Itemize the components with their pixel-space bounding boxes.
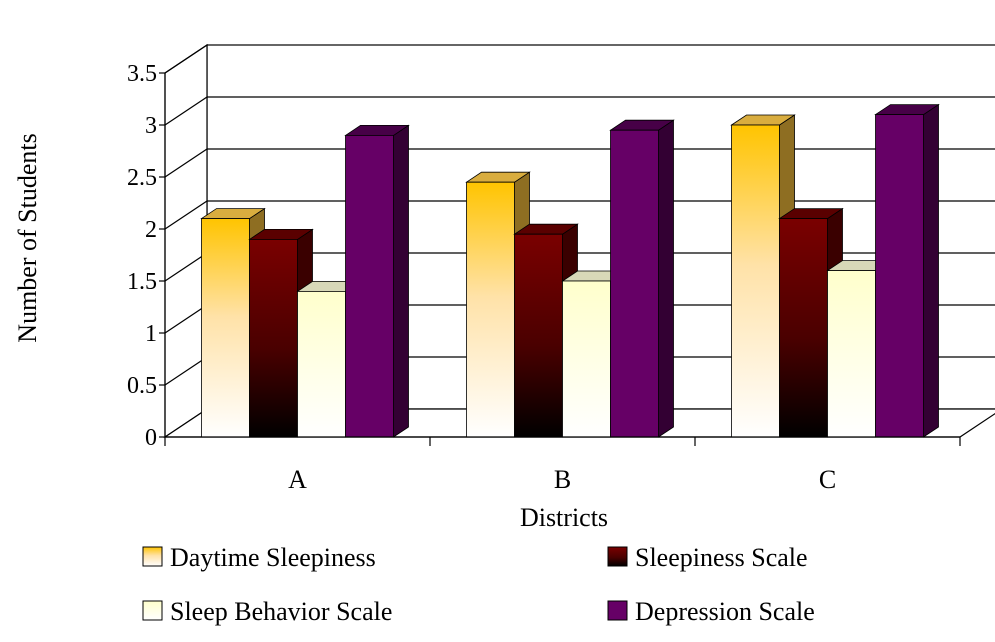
legend-swatch [607, 600, 628, 621]
bar-front [249, 238, 298, 438]
x-tick-label: C [819, 465, 836, 494]
y-tick-label: 1 [145, 321, 157, 347]
bar-front [827, 270, 876, 438]
gridline-side [164, 356, 208, 386]
gridline-side [164, 148, 208, 178]
bar [874, 103, 940, 438]
legend-label: Depression Scale [635, 597, 815, 626]
y-tick-label: 2 [145, 217, 157, 243]
x-axis-title: Districts [520, 503, 608, 532]
bar-front [562, 280, 611, 438]
gridline-side [164, 44, 208, 74]
bar [248, 228, 314, 438]
y-tick-label: 3.5 [127, 61, 157, 87]
y-tick-label: 0.5 [127, 373, 157, 399]
x-tick-label: A [288, 465, 307, 494]
bar-front [297, 290, 346, 438]
legend-label: Sleep Behavior Scale [170, 597, 392, 626]
x-tick-label: B [554, 465, 571, 494]
bar-front [731, 124, 780, 438]
gridline-side [164, 304, 208, 334]
bar-front [779, 218, 828, 438]
bar [778, 207, 844, 438]
side-wall [164, 43, 208, 439]
legend-swatch [142, 546, 163, 567]
bar [609, 119, 675, 438]
bar-front [514, 233, 563, 438]
legend-label: Daytime Sleepiness [170, 543, 376, 572]
bar-side [923, 103, 939, 438]
bar [344, 124, 410, 438]
gridline-side [164, 252, 208, 282]
legend: Daytime Sleepiness Sleepiness Scale Sleep … [142, 543, 815, 626]
bar-front [345, 134, 394, 438]
y-axis-title: Number of Students [13, 133, 42, 342]
y-tick-label: 2.5 [127, 165, 157, 191]
gridline-side [164, 200, 208, 230]
bar-front [610, 129, 659, 438]
y-tick-label: 0 [145, 425, 157, 451]
legend-swatch [142, 600, 163, 621]
bar-side [658, 119, 674, 438]
gridline-side [164, 96, 208, 126]
axes: 0 0.5 1 1.5 2 2.5 3 3.5 A B C Districts Number of St… [13, 61, 961, 532]
legend-label: Sleepiness Scale [635, 543, 808, 572]
bar-side [393, 124, 409, 438]
bar-front [201, 218, 250, 438]
y-tick-label: 3 [145, 113, 157, 139]
bar-front [875, 114, 924, 438]
bar-front [466, 181, 515, 438]
y-tick-label: 1.5 [127, 269, 157, 295]
legend-swatch [607, 546, 628, 567]
